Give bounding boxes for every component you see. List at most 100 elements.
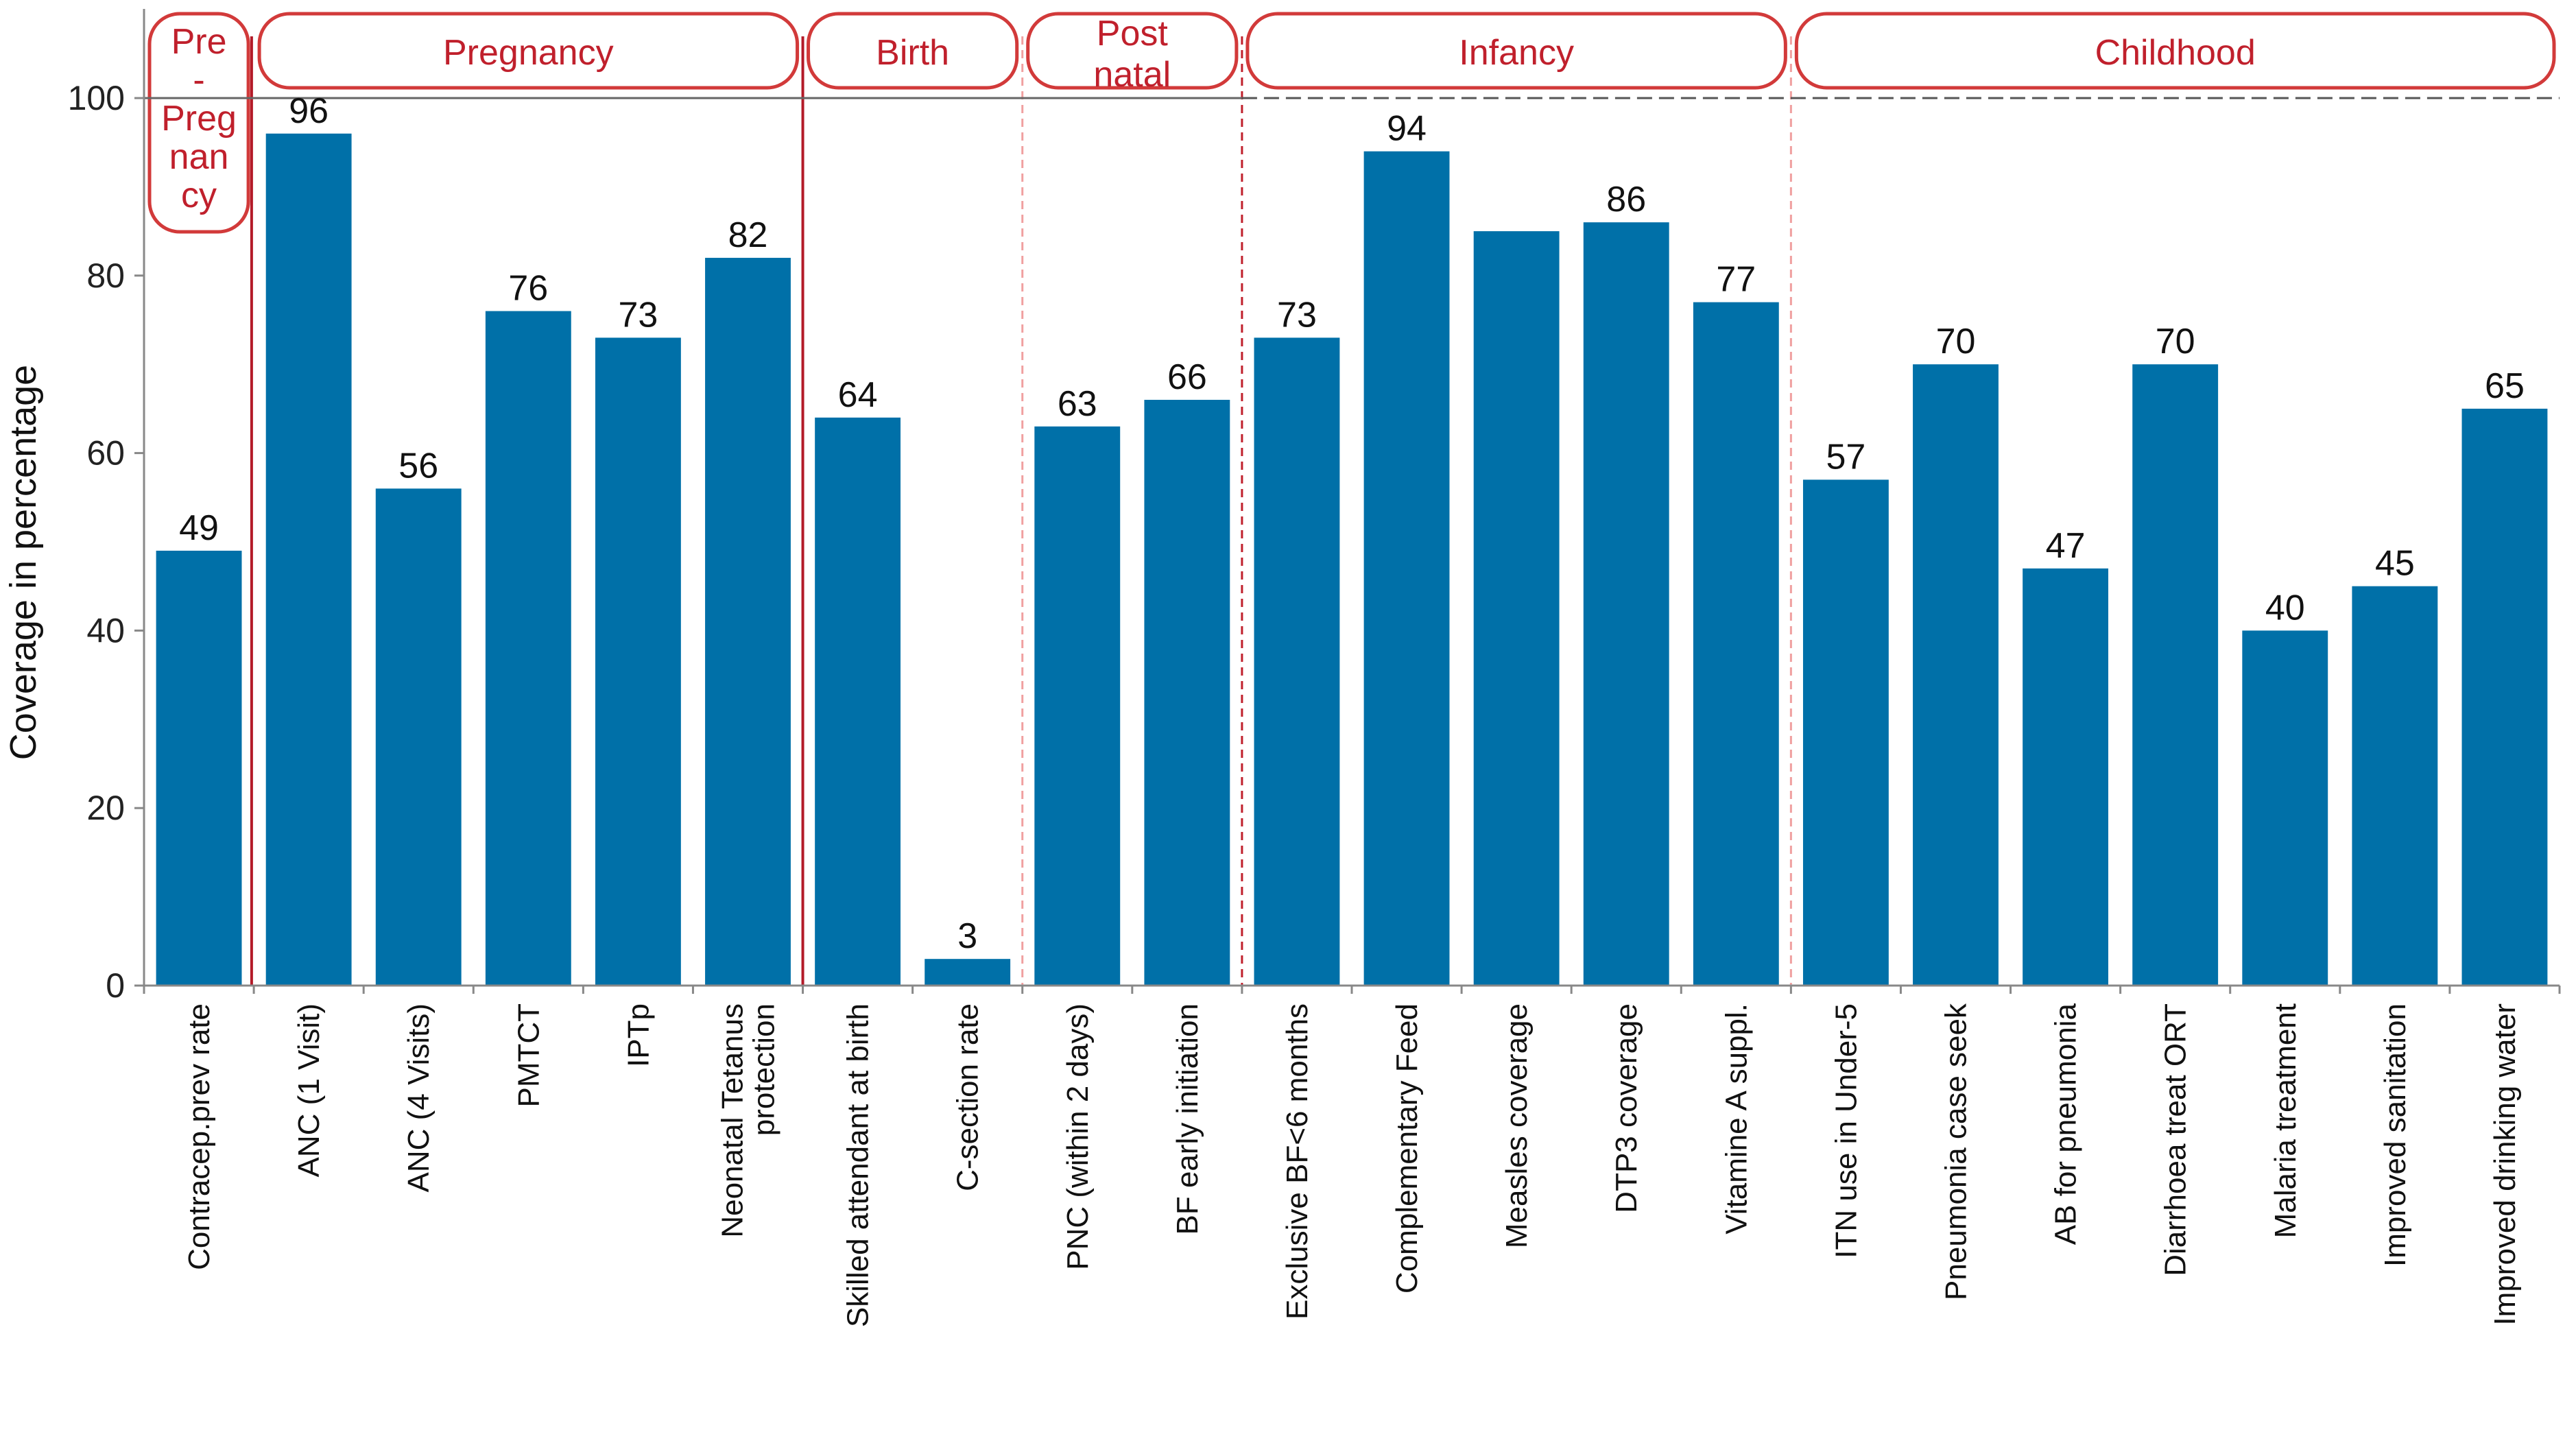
category-label-22: Improved drinking water — [2488, 1003, 2522, 1326]
bar-3 — [375, 488, 462, 986]
data-label-19: 70 — [2156, 322, 2195, 361]
bar-7 — [815, 417, 901, 986]
data-label-16: 57 — [1826, 437, 1865, 477]
category-label-10: BF early initiation — [1171, 1003, 1204, 1235]
category-label-line: Contracep.prev rate — [182, 1003, 216, 1270]
bar-19 — [2132, 364, 2219, 986]
category-label-8: C-section rate — [951, 1003, 985, 1191]
data-label-18: 47 — [2046, 526, 2086, 566]
bar-6 — [705, 257, 791, 986]
phase-box-2 — [257, 12, 800, 90]
category-label-line: AB for pneumonia — [2049, 1003, 2083, 1245]
phase-label-4: Post — [1097, 14, 1169, 53]
y-axis-title: Coverage in percentage — [3, 365, 44, 760]
data-labels: 49 96 56 76 73 82 64 3 63 66 73 94 86 77 57 70 47 70 40 45 6… — [179, 91, 2525, 956]
bar-4 — [485, 311, 571, 986]
bar-17 — [1913, 364, 1999, 986]
category-label-line: ITN use in Under-5 — [1829, 1003, 1863, 1259]
phase-label-4: natal — [1093, 55, 1171, 95]
data-label-6: 82 — [728, 215, 768, 255]
bar-10 — [1144, 399, 1230, 986]
category-label-1: Contracep.prev rate — [182, 1003, 216, 1270]
phase-label-1: Pre — [171, 22, 227, 62]
phase-label-1: nan — [169, 137, 229, 177]
y-tick-label-20: 20 — [86, 789, 125, 827]
phase-separators — [250, 36, 1792, 986]
phase-label-1: Preg — [161, 99, 237, 139]
category-label-line: Neonatal Tetanus — [716, 1003, 750, 1238]
y-tick-label-80: 80 — [86, 257, 125, 295]
category-label-line: PNC (within 2 days) — [1061, 1003, 1095, 1270]
category-label-17: Pneumonia case seek — [1940, 1003, 1973, 1300]
category-label-16: ITN use in Under-5 — [1829, 1003, 1863, 1259]
category-label-line: BF early initiation — [1171, 1003, 1204, 1235]
data-label-9: 63 — [1058, 384, 1097, 424]
y-tick-label-0: 0 — [106, 966, 125, 1005]
bar-11 — [1254, 337, 1340, 986]
y-tick-label-100: 100 — [68, 79, 125, 117]
axes: 0 20 40 60 80 100 — [68, 9, 2561, 1005]
data-label-15: 77 — [1716, 260, 1756, 300]
category-label-line: IPTp — [621, 1003, 655, 1067]
phase-label-6: Childhood — [2095, 33, 2256, 73]
bar-14 — [1583, 222, 1669, 986]
category-label-line: Pneumonia case seek — [1940, 1003, 1973, 1300]
bar-2 — [265, 133, 352, 986]
bar-13 — [1473, 231, 1560, 986]
data-label-17: 70 — [1936, 322, 1976, 361]
data-label-2: 96 — [289, 91, 329, 131]
category-label-19: Diarrhoea treat ORT — [2159, 1003, 2193, 1276]
category-label-line: protection — [748, 1003, 781, 1136]
category-label-line: Improved sanitation — [2378, 1003, 2412, 1267]
data-label-4: 76 — [508, 269, 548, 309]
bar-8 — [925, 959, 1011, 986]
phase-label-1: - — [193, 60, 204, 100]
data-label-20: 40 — [2265, 588, 2305, 628]
phase-box-1 — [147, 12, 250, 234]
category-label-line: Improved drinking water — [2488, 1003, 2522, 1326]
data-label-8: 3 — [957, 916, 977, 956]
category-label-line: DTP3 coverage — [1610, 1003, 1643, 1213]
category-label-line: C-section rate — [951, 1003, 985, 1191]
category-label-11: Exclusive BF<6 months — [1280, 1003, 1314, 1320]
category-label-14: DTP3 coverage — [1610, 1003, 1643, 1213]
bar-9 — [1034, 426, 1121, 986]
category-label-line: ANC (1 Visit) — [292, 1003, 326, 1177]
bar-15 — [1693, 302, 1779, 986]
category-label-13: Measles coverage — [1500, 1003, 1534, 1248]
category-label-line: Diarrhoea treat ORT — [2159, 1003, 2193, 1276]
category-label-18: AB for pneumonia — [2049, 1003, 2083, 1245]
category-label-line: Skilled attendant at birth — [842, 1003, 875, 1327]
data-label-21: 45 — [2375, 544, 2415, 584]
y-tick-label-40: 40 — [86, 611, 125, 650]
phase-label-5: Infancy — [1459, 33, 1574, 73]
data-label-14: 86 — [1606, 180, 1646, 219]
data-label-11: 73 — [1277, 295, 1317, 335]
phase-box-5 — [1245, 12, 1787, 90]
bars — [156, 133, 2548, 986]
category-label-line: PMTCT — [512, 1003, 545, 1108]
bar-21 — [2352, 586, 2438, 986]
bar-5 — [595, 337, 681, 986]
category-label-9: PNC (within 2 days) — [1061, 1003, 1095, 1270]
category-label-line: Measles coverage — [1500, 1003, 1534, 1248]
phase-label-1: cy — [181, 176, 217, 215]
category-label-3: ANC (4 Visits) — [402, 1003, 436, 1192]
category-label-line: Exclusive BF<6 months — [1280, 1003, 1314, 1320]
phase-box-4 — [1026, 12, 1239, 90]
data-label-12: 94 — [1387, 109, 1427, 149]
category-label-2: ANC (1 Visit) — [292, 1003, 326, 1177]
bar-12 — [1363, 151, 1450, 986]
category-label-15: Vitamine A suppl. — [1719, 1003, 1753, 1235]
data-label-22: 65 — [2485, 366, 2525, 406]
category-label-21: Improved sanitation — [2378, 1003, 2412, 1267]
phase-label-2: Pregnancy — [443, 33, 614, 73]
data-label-5: 73 — [618, 295, 658, 335]
bar-18 — [2023, 568, 2109, 986]
bar-22 — [2461, 408, 2548, 986]
data-label-3: 56 — [398, 446, 438, 486]
category-labels: Contracep.prev rate ANC (1 Visit) ANC (4 V… — [182, 1003, 2522, 1327]
